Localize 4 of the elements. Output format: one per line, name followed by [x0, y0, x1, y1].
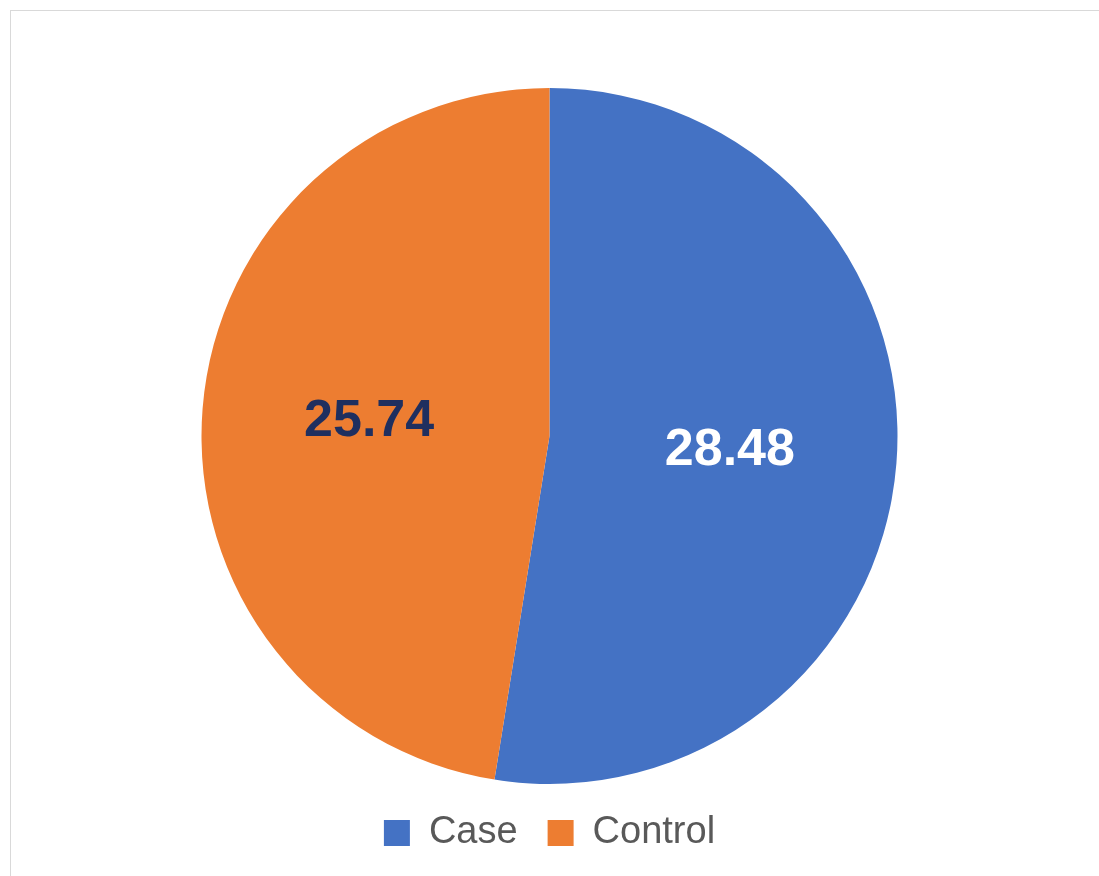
data-label: 28.48	[664, 417, 795, 476]
legend-label: Control	[592, 809, 716, 852]
data-label: 25.74	[304, 388, 435, 447]
legend-label: Case	[428, 809, 518, 852]
